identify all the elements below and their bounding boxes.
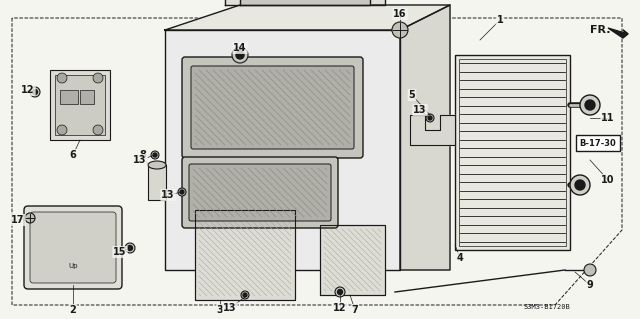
Bar	[55, 75, 105, 135]
Text: 15: 15	[113, 247, 127, 257]
Text: S3M3-B1720B: S3M3-B1720B	[524, 304, 570, 310]
Circle shape	[584, 264, 596, 276]
Circle shape	[585, 100, 595, 110]
Text: 4: 4	[456, 253, 463, 263]
Bar	[60, 90, 78, 104]
Bar	[80, 90, 94, 104]
FancyBboxPatch shape	[189, 164, 331, 221]
Polygon shape	[400, 5, 450, 270]
Circle shape	[243, 293, 247, 297]
Bar	[455, 55, 570, 250]
Text: 13: 13	[161, 190, 175, 200]
Text: 2: 2	[70, 305, 76, 315]
Circle shape	[178, 188, 186, 196]
Circle shape	[232, 47, 248, 63]
Bar	[459, 59, 566, 246]
Circle shape	[57, 125, 67, 135]
Polygon shape	[240, 0, 370, 5]
FancyBboxPatch shape	[24, 206, 122, 289]
Circle shape	[125, 243, 135, 253]
Circle shape	[337, 290, 342, 294]
Text: 10: 10	[601, 175, 615, 185]
Circle shape	[335, 287, 345, 297]
Circle shape	[127, 246, 132, 250]
Text: 16: 16	[393, 9, 407, 19]
Text: 12: 12	[21, 85, 35, 95]
Polygon shape	[225, 0, 385, 5]
Text: 3: 3	[216, 305, 223, 315]
Text: 7: 7	[351, 305, 358, 315]
Polygon shape	[165, 30, 400, 270]
FancyBboxPatch shape	[182, 157, 338, 228]
Text: 17: 17	[12, 215, 25, 225]
Bar	[148, 165, 166, 200]
Circle shape	[428, 116, 432, 120]
Polygon shape	[608, 28, 628, 38]
Polygon shape	[410, 115, 455, 145]
Text: 6: 6	[70, 150, 76, 160]
FancyBboxPatch shape	[182, 57, 363, 158]
Text: 13: 13	[413, 105, 427, 115]
FancyBboxPatch shape	[191, 66, 354, 149]
Text: 13: 13	[133, 155, 147, 165]
Bar	[320, 225, 385, 295]
Circle shape	[180, 190, 184, 194]
FancyBboxPatch shape	[576, 135, 620, 151]
Circle shape	[241, 291, 249, 299]
FancyBboxPatch shape	[30, 212, 116, 283]
Circle shape	[30, 87, 40, 97]
Text: 8: 8	[140, 150, 147, 160]
Polygon shape	[165, 5, 450, 30]
Text: Up: Up	[68, 263, 77, 269]
Text: 9: 9	[587, 280, 593, 290]
Text: 5: 5	[408, 90, 415, 100]
Circle shape	[93, 125, 103, 135]
Circle shape	[93, 73, 103, 83]
Bar	[195, 210, 295, 300]
Circle shape	[580, 95, 600, 115]
Text: B-17-30: B-17-30	[580, 138, 616, 147]
Text: FR.: FR.	[590, 25, 611, 35]
Text: 12: 12	[333, 303, 347, 313]
Bar	[50, 70, 110, 140]
Circle shape	[426, 114, 434, 122]
Text: 11: 11	[601, 113, 615, 123]
Circle shape	[575, 180, 585, 190]
Circle shape	[392, 22, 408, 38]
Circle shape	[25, 213, 35, 223]
Circle shape	[153, 153, 157, 157]
Circle shape	[570, 175, 590, 195]
Bar	[195, 210, 295, 300]
Text: 1: 1	[497, 15, 504, 25]
Circle shape	[33, 90, 38, 94]
Circle shape	[57, 73, 67, 83]
Circle shape	[236, 51, 244, 59]
Circle shape	[151, 151, 159, 159]
Text: 14: 14	[233, 43, 247, 53]
Ellipse shape	[148, 161, 166, 169]
Text: 13: 13	[223, 303, 237, 313]
Bar	[320, 225, 385, 295]
